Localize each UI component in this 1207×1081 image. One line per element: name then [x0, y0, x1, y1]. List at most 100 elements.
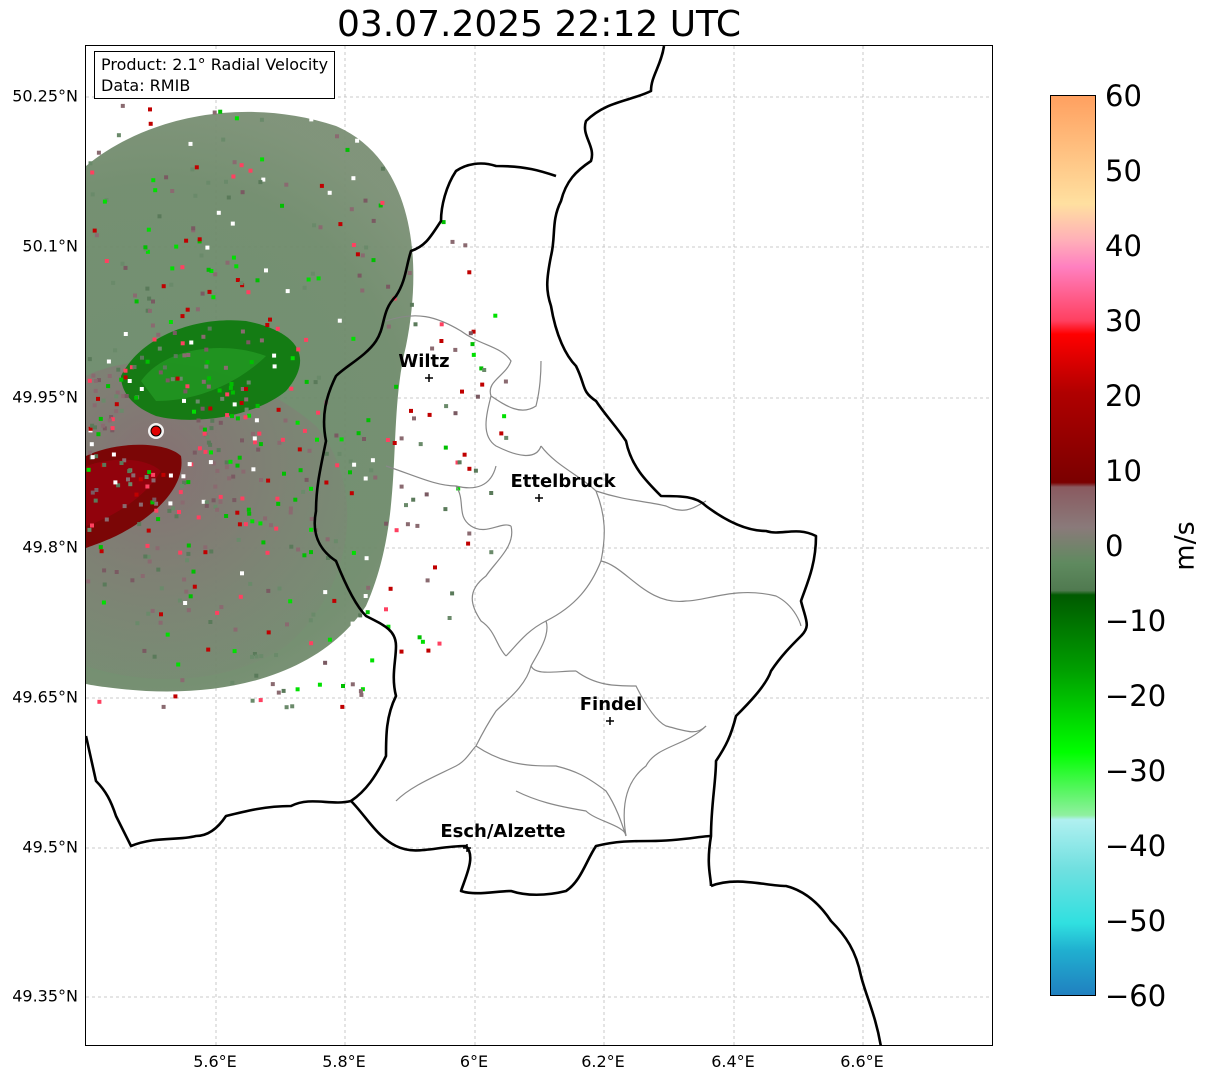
radar-pixel — [199, 425, 204, 430]
radar-pixel — [102, 426, 107, 431]
radar-pixel — [207, 289, 212, 294]
radar-pixel — [316, 410, 321, 415]
radar-pixel — [134, 492, 139, 497]
radar-pixel — [269, 523, 273, 528]
radar-pixel — [146, 554, 151, 559]
radar-pixel — [152, 337, 157, 342]
radar-pixel — [233, 627, 238, 632]
radar-pixel — [177, 598, 182, 603]
radar-pixel — [180, 314, 185, 319]
radar-pixel — [147, 470, 152, 475]
radar-pixel — [156, 332, 161, 337]
radar-pixel — [182, 577, 187, 582]
radar-pixel — [283, 418, 288, 423]
radar-pixel — [123, 265, 128, 270]
radar-pixel — [197, 237, 202, 242]
radar-pixel — [137, 522, 142, 527]
lat-label: 49.5°N — [22, 837, 78, 857]
radar-pixel — [304, 477, 309, 482]
country-borders — [86, 46, 882, 1045]
radar-pixel — [122, 458, 127, 463]
radar-pixel — [332, 598, 337, 603]
radar-pixel — [355, 252, 360, 257]
radar-pixel — [337, 318, 342, 323]
colorbar-tick: 30 — [1105, 304, 1142, 338]
radar-pixel — [417, 635, 422, 640]
radar-pixel — [280, 203, 284, 208]
radar-pixel — [503, 379, 508, 384]
product-info-box: Product: 2.1° Radial Velocity Data: RMIB — [94, 51, 336, 99]
radar-pixel — [146, 227, 151, 232]
radar-pixel — [197, 239, 202, 244]
radar-pixel — [413, 322, 418, 327]
lon-label: 6.4°E — [711, 1052, 755, 1071]
radar-pixel — [258, 442, 263, 447]
radar-pixel — [404, 503, 408, 508]
radar-pixel — [224, 514, 229, 518]
radar-pixel — [183, 601, 188, 605]
radar-pixel — [211, 295, 216, 300]
radar-pixel — [91, 373, 96, 378]
radar-map[interactable] — [85, 45, 993, 1046]
radar-pixel — [258, 698, 263, 703]
radar-pixel — [311, 612, 316, 617]
radar-pixel — [310, 271, 315, 276]
radar-pixel — [475, 394, 480, 399]
radar-pixel — [351, 176, 356, 181]
radar-pixel — [188, 594, 193, 599]
radar-pixel — [265, 550, 270, 555]
radar-pixel — [120, 103, 125, 108]
radar-pixel — [220, 396, 225, 401]
radar-pixel — [226, 195, 231, 200]
radar-pixel — [350, 682, 355, 687]
radar-pixel — [119, 461, 124, 465]
radar-pixel — [430, 346, 435, 351]
radar-pixel — [139, 387, 144, 391]
radar-pixel — [206, 647, 211, 652]
radar-pixel — [186, 551, 191, 556]
radar-pixel — [232, 402, 237, 407]
radar-pixel — [363, 476, 368, 481]
radar-pixel — [113, 348, 118, 353]
radar-pixel — [240, 329, 245, 334]
product-label: Product: 2.1° Radial Velocity — [101, 55, 329, 74]
radar-pixel — [409, 408, 413, 413]
radar-pixel — [386, 624, 391, 629]
radar-pixel — [148, 121, 153, 126]
radar-pixel — [380, 200, 385, 205]
radar-pixel — [324, 480, 329, 485]
radar-pixel — [441, 220, 446, 225]
radar-pixel — [106, 384, 111, 389]
radar-pixel — [295, 687, 300, 692]
radar-pixel — [244, 397, 249, 402]
lon-label: 5.8°E — [322, 1052, 366, 1071]
radar-pixel — [243, 415, 248, 420]
city-label-esch-alzette: Esch/Alzette — [440, 821, 566, 842]
radar-pixel — [154, 501, 159, 506]
radar-pixel — [384, 521, 389, 526]
radar-pixel — [213, 272, 218, 277]
radar-pixel — [236, 537, 241, 542]
radar-pixel — [197, 446, 202, 451]
radar-pixel — [207, 376, 212, 381]
radar-pixel — [205, 245, 210, 250]
radar-pixel — [251, 431, 255, 436]
radar-pixel — [192, 584, 197, 589]
radar-pixel — [355, 138, 360, 143]
radar-pixel — [250, 698, 255, 703]
radar-pixel — [232, 160, 237, 165]
radar-pixel — [157, 346, 162, 351]
radar-pixel — [87, 357, 92, 362]
lat-label: 50.25°N — [12, 86, 78, 106]
radar-pixel — [123, 375, 128, 380]
radar-pixel — [101, 600, 106, 605]
radar-pixel — [156, 517, 161, 522]
radar-pixel — [111, 452, 116, 457]
radar-pixel — [231, 474, 236, 479]
radar-pixel — [493, 313, 498, 318]
radar-pixel — [315, 437, 319, 442]
radar-pixel — [180, 678, 185, 683]
radar-pixel — [356, 431, 361, 436]
radar-pixel — [200, 291, 205, 296]
radar-pixel — [235, 463, 240, 468]
